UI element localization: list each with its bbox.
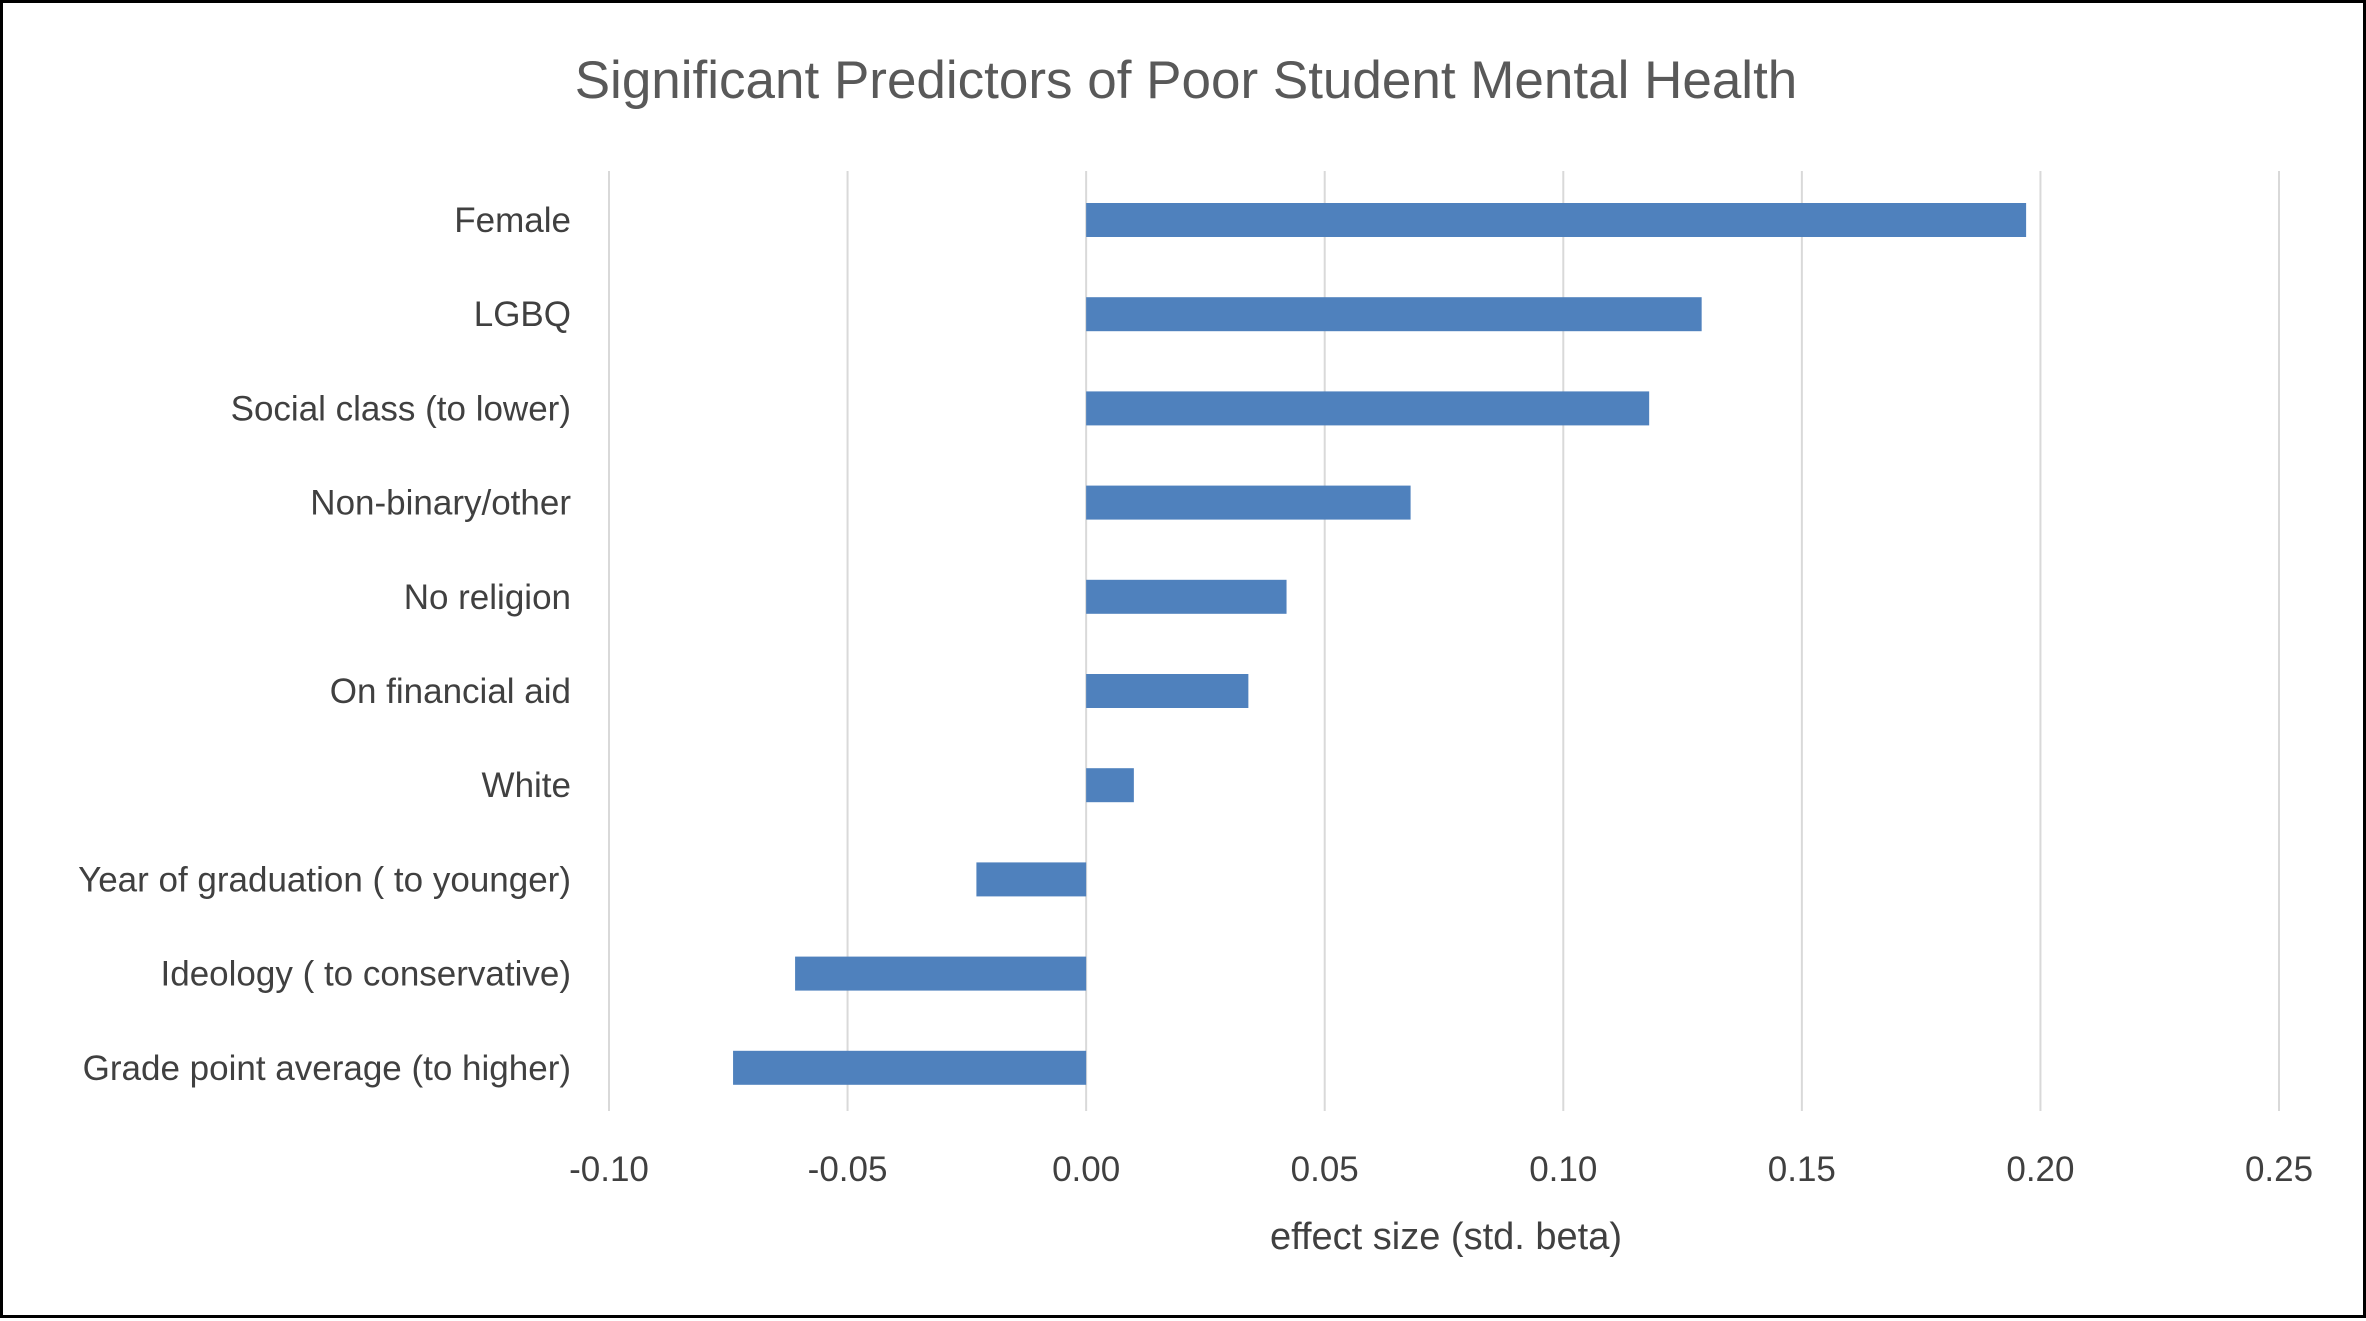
x-tick-label: 0.00 [1052,1150,1120,1189]
category-label: No religion [404,578,571,617]
bar [976,862,1087,897]
x-axis-title: effect size (std. beta) [1270,1216,1622,1258]
x-tick-label: 0.15 [1768,1150,1836,1189]
category-label: Female [454,201,571,240]
bar-layer [733,203,2027,1085]
category-label: LGBQ [474,295,571,334]
x-tick-label: 0.25 [2245,1150,2313,1189]
category-labels: Female LGBQ Social class (to lower) Non-bin… [78,201,571,1088]
category-label: Year of graduation ( to younger) [78,860,571,899]
category-label: White [482,766,571,805]
x-tick-labels: -0.10 -0.05 0.00 0.05 0.10 0.15 0.20 0.25 [569,1150,2313,1189]
bar [795,956,1087,991]
x-tick-label: -0.10 [569,1150,649,1189]
chart-title: Significant Predictors of Poor Student M… [575,51,1798,110]
category-label: On financial aid [330,672,571,711]
x-tick-label: -0.05 [808,1150,888,1189]
bar [1086,579,1287,614]
category-label: Ideology ( to conservative) [161,955,571,994]
x-tick-label: 0.10 [1529,1150,1597,1189]
category-label: Non-binary/other [310,484,571,523]
chart-svg: Significant Predictors of Poor Student M… [78,51,2313,1258]
bar [1086,203,2027,237]
category-label: Social class (to lower) [231,389,571,428]
bar [733,1050,1087,1085]
bar [1086,768,1134,803]
x-tick-label: 0.05 [1291,1150,1359,1189]
bar [1086,391,1650,426]
bar [1086,297,1702,332]
bar [1086,674,1249,708]
category-label: Grade point average (to higher) [83,1049,571,1088]
x-tick-label: 0.20 [2006,1150,2074,1189]
bar [1086,485,1411,520]
